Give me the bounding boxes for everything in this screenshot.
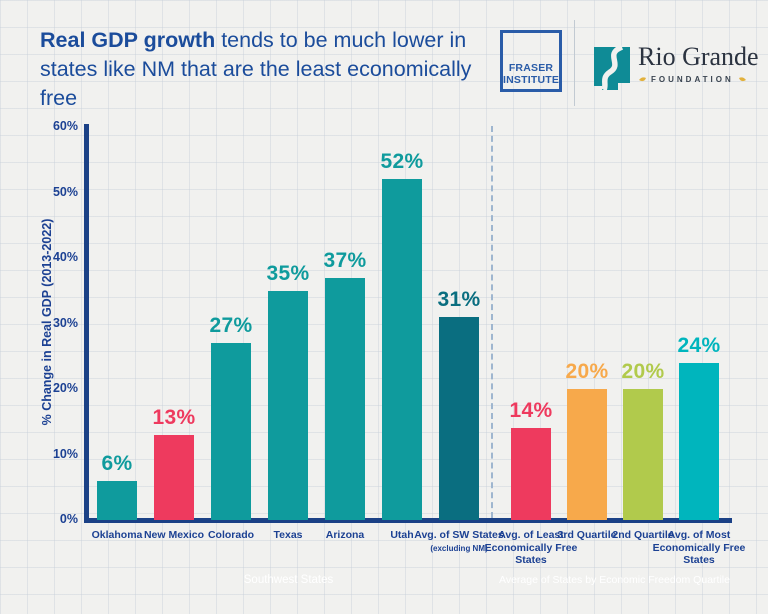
bar-texas — [268, 291, 308, 520]
x-axis-label-utah: Utah — [390, 529, 414, 541]
x-axis-label-new-mexico: New Mexico — [143, 529, 205, 541]
bar-value-label-new-mexico: 13% — [152, 406, 196, 429]
rio-grande-subtitle-row: FOUNDATION — [638, 75, 768, 84]
chile-pepper-icon — [738, 77, 746, 82]
fraser-institute-logo-text: FRASER INSTITUTE — [503, 62, 560, 86]
logo-divider — [574, 20, 575, 106]
bar-value-label-oklahoma: 6% — [101, 452, 133, 475]
bar-arizona — [325, 278, 365, 520]
x-axis-label-avg-of-most-economically-free-states: Avg. of Most Economically Free States — [652, 529, 746, 566]
fraser-line1: FRASER — [508, 62, 554, 74]
bar-value-label-colorado: 27% — [209, 314, 253, 337]
bar-utah — [382, 179, 422, 520]
bar-colorado — [211, 343, 251, 520]
y-tick-label-20: 20% — [52, 381, 78, 395]
x-axis-label-oklahoma: Oklahoma — [91, 529, 143, 541]
y-tick-label-10: 10% — [52, 446, 78, 461]
x-axis-sublabel-avg-of-sw-states: (excluding NM) — [430, 543, 488, 553]
x-axis-label-avg-of-least-economically-free-states: Avg. of Least Economically Free States — [484, 529, 578, 566]
rio-grande-subtitle: FOUNDATION — [651, 75, 734, 84]
bar-value-label-texas: 35% — [266, 262, 310, 285]
bar-value-label-utah: 52% — [380, 150, 424, 173]
fraser-line2: INSTITUTE — [503, 73, 560, 86]
rio-grande-name: Rio Grande — [638, 42, 759, 71]
x-axis-label-arizona: Arizona — [325, 529, 365, 541]
bar-new-mexico — [154, 435, 194, 520]
bar-value-label-2nd-quartile: 20% — [621, 360, 665, 383]
y-axis-line — [84, 124, 89, 523]
rio-grande-logo-icon — [592, 44, 632, 97]
bar-value-label-arizona: 37% — [323, 249, 367, 272]
x-axis-label-colorado: Colorado — [207, 529, 255, 541]
group-divider-dashed-line — [491, 126, 493, 518]
fraser-institute-logo: FRASER INSTITUTE — [500, 30, 562, 92]
group-band-freedom-quartile: Average of States by Economic Freedom Qu… — [497, 567, 732, 593]
y-tick-label-30: 30% — [52, 315, 78, 330]
y-tick-label-50: 50% — [52, 184, 78, 199]
page-title: Real GDP growth tends to be much lower i… — [40, 26, 476, 113]
bar-avg-of-most-economically-free-states — [679, 363, 719, 520]
x-axis-line — [84, 518, 732, 523]
bar-avg-of-least-economically-free-states — [511, 428, 551, 520]
x-axis-label-2nd-quartile: 2nd Quartile — [612, 529, 674, 541]
page-title-rest: tends to be much lower in states like NM… — [40, 28, 472, 110]
group-band-label: Average of States by Economic Freedom Qu… — [499, 574, 730, 586]
bar-3rd-quartile — [567, 389, 607, 520]
bar-value-label-avg-of-least-economically-free-states: 14% — [509, 399, 553, 422]
x-axis-label-avg-of-sw-states: Avg. of SW States (excluding NM) — [412, 529, 506, 555]
x-axis-label-texas: Texas — [273, 529, 303, 541]
chile-pepper-icon — [639, 77, 646, 82]
bar-value-label-3rd-quartile: 20% — [565, 360, 609, 383]
bar-oklahoma — [97, 481, 137, 520]
bar-value-label-avg-of-sw-states: 31% — [437, 288, 481, 311]
y-tick-label-60: 60% — [52, 119, 78, 133]
bar-2nd-quartile — [623, 389, 663, 520]
group-band-southwest-states: Southwest States — [84, 567, 493, 593]
bar-value-label-avg-of-most-economically-free-states: 24% — [677, 334, 721, 357]
rio-grande-logo: Rio Grande FOUNDATION — [638, 42, 768, 84]
y-tick-label-0: 0% — [59, 512, 78, 526]
y-tick-label-40: 40% — [52, 250, 78, 264]
page-title-emphasis: Real GDP growth — [40, 28, 216, 52]
group-band-label: Southwest States — [243, 574, 334, 586]
bar-avg-of-sw-states — [439, 317, 479, 520]
x-axis-label-3rd-quartile: 3rd Quartile — [557, 529, 617, 541]
